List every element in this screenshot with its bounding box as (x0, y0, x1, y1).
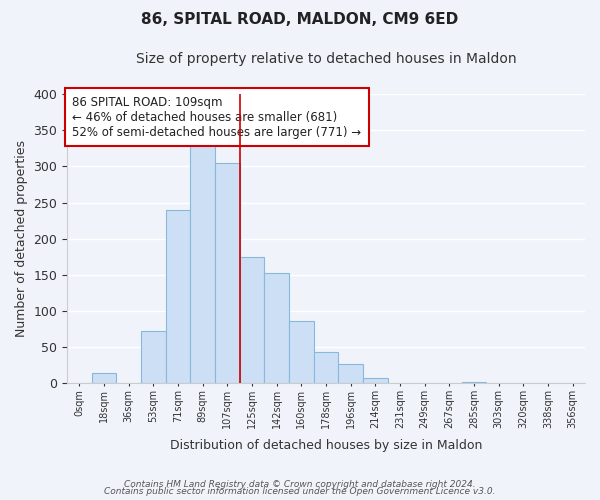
Bar (240, 257, 265, 384)
X-axis label: Distribution of detached houses by size in Maldon: Distribution of detached houses by size … (170, 440, 482, 452)
Bar (289, 320, 314, 384)
Bar (215, 163, 240, 384)
Text: Contains HM Land Registry data © Crown copyright and database right 2024.: Contains HM Land Registry data © Crown c… (124, 480, 476, 489)
Bar (560, 382, 585, 384)
Title: Size of property relative to detached houses in Maldon: Size of property relative to detached ho… (136, 52, 517, 66)
Text: 86, SPITAL ROAD, MALDON, CM9 6ED: 86, SPITAL ROAD, MALDON, CM9 6ED (142, 12, 458, 28)
Text: Contains public sector information licensed under the Open Government Licence v3: Contains public sector information licen… (104, 487, 496, 496)
Bar (190, 141, 215, 384)
Bar (265, 273, 289, 384)
Text: 86 SPITAL ROAD: 109sqm
← 46% of detached houses are smaller (681)
52% of semi-de: 86 SPITAL ROAD: 109sqm ← 46% of detached… (73, 96, 361, 138)
Bar (363, 378, 388, 384)
Bar (338, 364, 363, 384)
Bar (314, 352, 338, 384)
Bar (92, 372, 116, 384)
Bar (166, 210, 190, 384)
Bar (462, 382, 487, 384)
Bar (141, 332, 166, 384)
Y-axis label: Number of detached properties: Number of detached properties (15, 140, 28, 338)
